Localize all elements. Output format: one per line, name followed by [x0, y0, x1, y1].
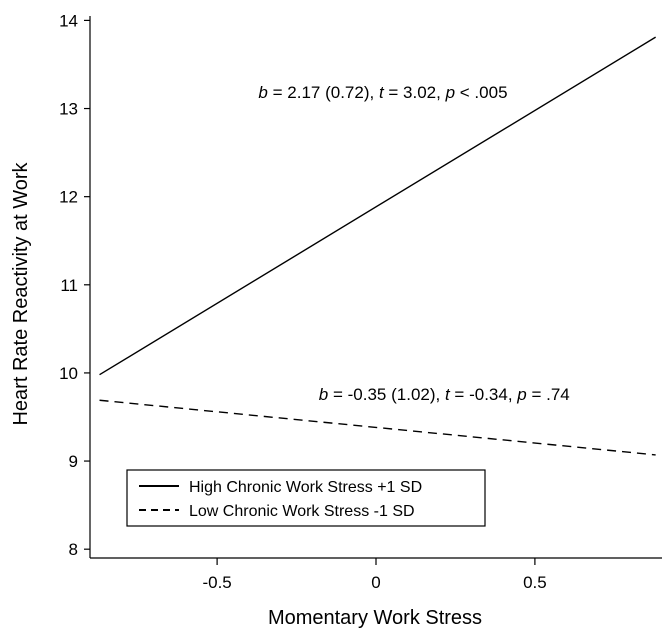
- y-tick-label: 9: [69, 452, 78, 471]
- legend: High Chronic Work Stress +1 SD Low Chroni…: [126, 469, 486, 527]
- x-tick-label: -0.5: [202, 573, 231, 592]
- series-line-low-chronic: [99, 399, 656, 456]
- series-lines: [99, 36, 657, 456]
- x-axis-title: Momentary Work Stress: [268, 607, 482, 629]
- legend-label: Low Chronic Work Stress -1 SD: [189, 503, 415, 520]
- annotations: b = 2.17 (0.72), t = 3.02, p < .005 b = -…: [258, 83, 569, 404]
- y-tick-label: 11: [60, 276, 78, 295]
- annotation-stats-0: b = 2.17 (0.72), t = 3.02, p < .005: [258, 83, 507, 102]
- y-tick-label: 13: [59, 100, 78, 119]
- y-tick-label: 10: [59, 364, 78, 383]
- y-tick-label: 14: [59, 11, 78, 30]
- series-line-high-chronic: [99, 36, 657, 376]
- x-tick-label: 0.5: [523, 573, 547, 592]
- ticks: 8 9 10 11 12 13 14 -0.5 0 0.5: [59, 11, 547, 592]
- y-tick-label: 12: [59, 188, 78, 207]
- annotation-stats-1: b = -0.35 (1.02), t = -0.34, p = .74: [319, 385, 570, 404]
- legend-label: High Chronic Work Stress +1 SD: [189, 479, 422, 496]
- legend-box: [126, 469, 486, 527]
- y-tick-label: 8: [69, 540, 78, 559]
- y-axis-title: Heart Rate Reactivity at Work: [10, 161, 32, 425]
- x-tick-label: 0: [371, 573, 380, 592]
